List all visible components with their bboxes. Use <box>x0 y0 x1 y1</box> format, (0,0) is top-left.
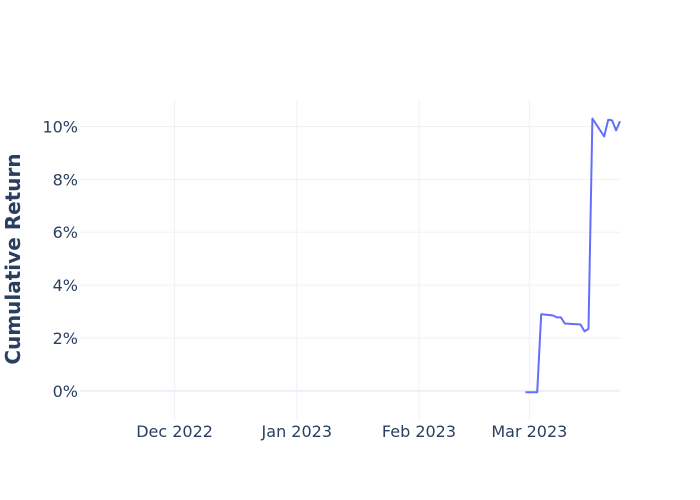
y-tick-label: 0% <box>53 382 78 401</box>
y-tick-label: 10% <box>42 117 78 136</box>
gridlines <box>80 100 620 420</box>
x-tick-label: Feb 2023 <box>382 422 456 441</box>
x-tick-label: Jan 2023 <box>261 422 332 441</box>
y-axis-title: Cumulative Return <box>1 153 25 364</box>
y-tick-label: 8% <box>53 170 78 189</box>
series-lines <box>525 117 621 394</box>
tick-labels: 0% 2% 4% 6% 8% 10% Dec 2022 Jan 2023 Feb 2023 Mar… <box>42 117 567 441</box>
x-tick-label: Dec 2022 <box>136 422 213 441</box>
x-tick-label: Mar 2023 <box>491 422 567 441</box>
series-line <box>525 117 621 394</box>
y-tick-label: 6% <box>53 223 78 242</box>
y-tick-label: 2% <box>53 329 78 348</box>
y-tick-label: 4% <box>53 276 78 295</box>
